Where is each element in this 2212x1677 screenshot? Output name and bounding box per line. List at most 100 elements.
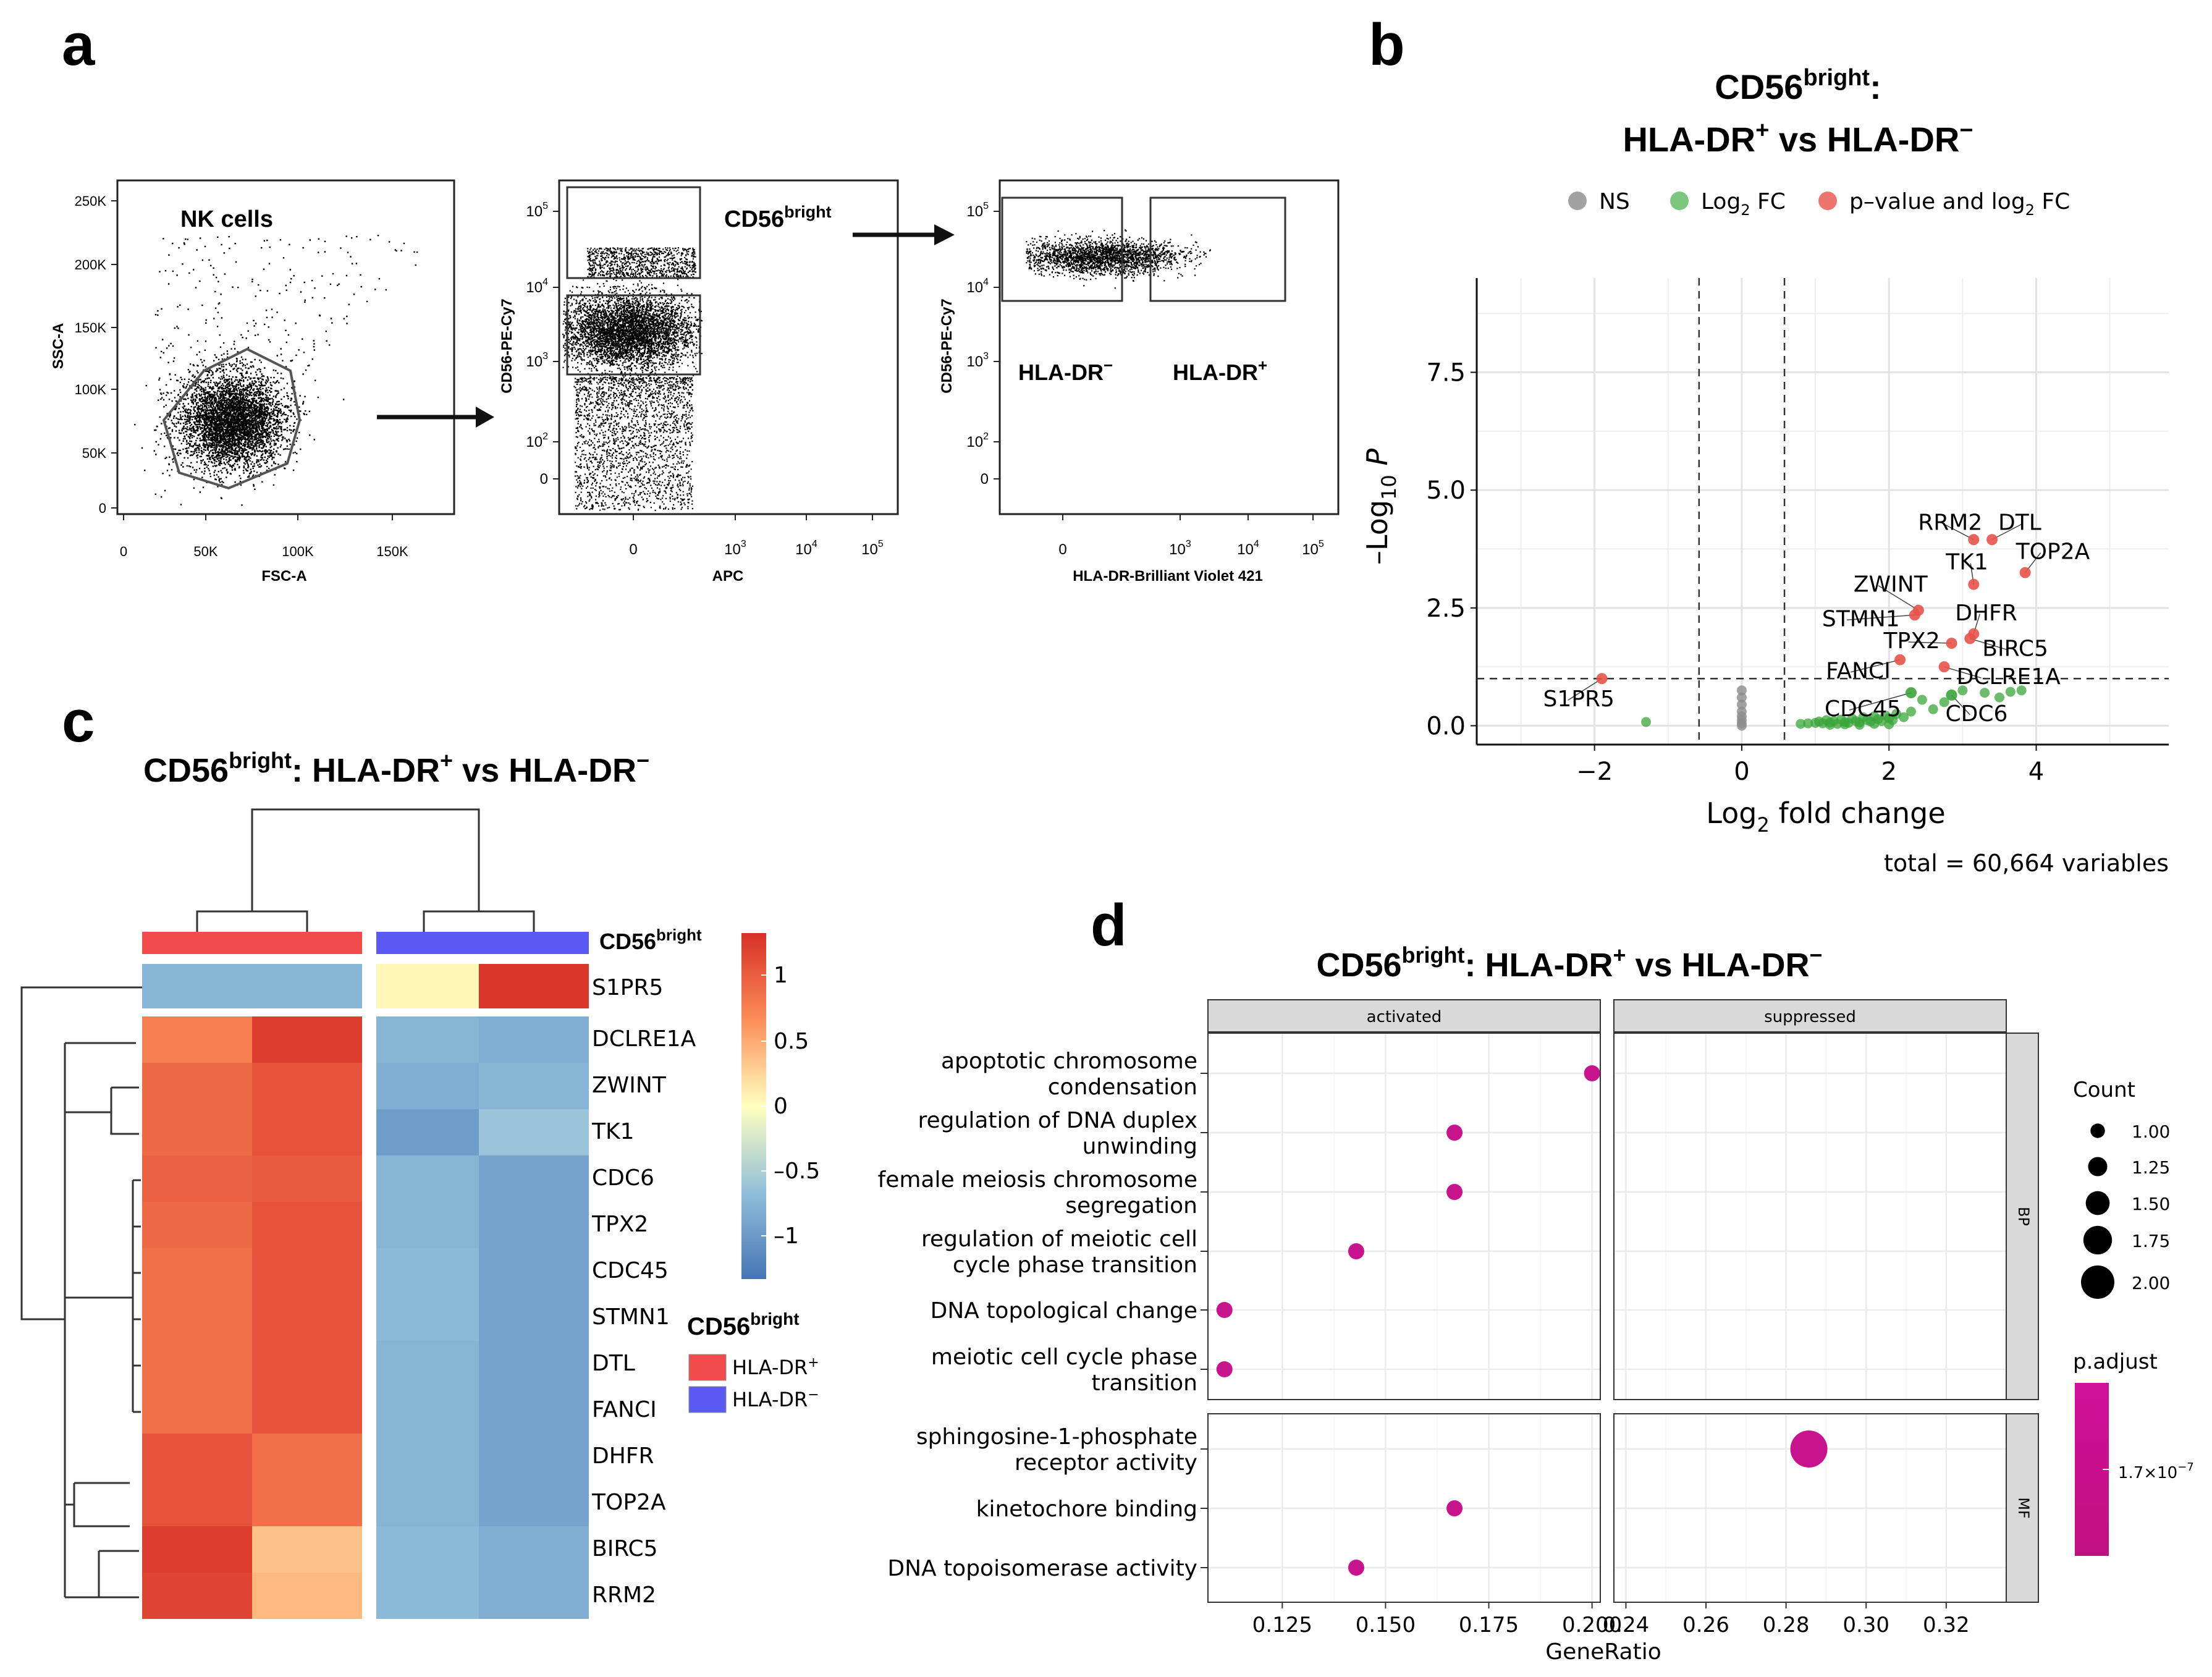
volcano-legend-rest: FC: [1750, 189, 1786, 214]
gate2-dim-gate: [566, 294, 701, 376]
heatmap-row-label: CDC6: [592, 1165, 654, 1191]
gate2-y-tick-exp: 5: [542, 201, 548, 211]
gate2-y-tick-exp: 4: [542, 277, 548, 287]
gate1-x-tick-label: 100K: [282, 544, 314, 559]
gate3-x-ticks: 0 103 104 105: [1058, 514, 1324, 558]
volcano-legend-sub: 2: [1741, 201, 1750, 219]
panel-d-go-dotplot: CD56bright: HLA-DR+ vs HLA-DR− activated…: [878, 942, 2194, 1665]
go-term-point: [1446, 1500, 1463, 1516]
volcano-x-tick-label: 2: [1881, 758, 1897, 786]
heatmap-cell: [376, 1434, 479, 1480]
gate3-x-tick-label: 0: [1058, 541, 1066, 558]
heatmap-row-dendro-b1: [98, 1550, 139, 1599]
heatmap-cell: [142, 964, 252, 1008]
go-term-point: [1216, 1361, 1233, 1377]
heatmap-row-label: FANCI: [592, 1397, 657, 1422]
gate3-dots: [1026, 229, 1211, 289]
heatmap-cell: [479, 964, 589, 1008]
volcano-legend-swatch: [1670, 192, 1689, 210]
go-term-label-line2: segregation: [1065, 1193, 1197, 1219]
go-term-point: [1348, 1560, 1364, 1576]
volcano-x-tick-label: −2: [1576, 758, 1613, 786]
gate1-x-ticks: 0 50K 100K 150K: [120, 514, 408, 559]
gate3-x-tick-label: 104: [1237, 539, 1259, 558]
heatmap-row-label: CDC45: [592, 1258, 669, 1283]
volcano-label-connector: [1878, 585, 1919, 611]
volcano-label-connector: [1846, 614, 1915, 621]
heatmap-cell: [479, 1295, 589, 1341]
gate2-x-tick-base: 10: [861, 541, 878, 558]
gate2-y-tick-label: 102: [526, 431, 548, 450]
heatmap-group-annotation-cell: [142, 932, 252, 954]
heatmap-cell: [479, 1016, 589, 1063]
volcano-point-label: TPX2: [1883, 628, 1940, 654]
gate1-y-ticks: 0 50K 100K 150K 200K 250K: [75, 193, 117, 516]
heatmap-colorbar-tick-label: 1: [774, 963, 788, 988]
gate2-dots: [562, 247, 703, 512]
count-legend: 1.00 1.25 1.50 1.75 2.00: [2081, 1122, 2170, 1299]
heatmap-legend-swatch: [688, 1386, 727, 1413]
go-term-point: [1584, 1065, 1600, 1081]
gate2-y-tick-base: 10: [526, 353, 542, 370]
heatmap-cell: [479, 1341, 589, 1387]
volcano-fc-point: [1803, 718, 1813, 729]
heatmap-grid: S1PR5 DCLRE1A ZWINT TK1 CDC6 TPX2 CDC45 STMN1 DT…: [20, 808, 696, 1619]
heatmap-colorbar-tick-label: 0: [774, 1094, 788, 1119]
volcano-labeled-point: [1938, 661, 1950, 673]
count-legend-label: 1.50: [2132, 1194, 2170, 1214]
gate2-y-tick-label: 104: [526, 277, 548, 296]
gate3-ylabel: CD56-PE-Cy7: [939, 298, 955, 393]
gate2-x-tick-label: 104: [795, 539, 817, 558]
heatmap-cell: [376, 1109, 479, 1155]
heatmap-group-annotation-cell: [479, 932, 589, 954]
volcano-y-tick-label: 7.5: [1426, 359, 1466, 387]
heatmap-row-label: TPX2: [591, 1212, 648, 1237]
panel-c-heatmap: CD56bright: HLA-DR+ vs HLA-DR− S1PR5 DCLR…: [20, 748, 820, 1619]
gate2-x-tick-base: 10: [795, 541, 812, 558]
gate3-y-tick-label: 0: [981, 471, 989, 488]
volcano-title-line1: CD56bright:: [1715, 65, 1881, 106]
heatmap-col-dendro-root: [251, 808, 480, 908]
volcano-fc-point: [1869, 719, 1880, 729]
gate1-y-tick-label: 250K: [75, 193, 107, 209]
heatmap-cell: [376, 1573, 479, 1619]
heatmap-annotation-label: CD56bright: [599, 926, 702, 954]
volcano-fc-point: [1980, 688, 1990, 698]
go-term-label-line1: regulation of meiotic cell: [921, 1227, 1197, 1252]
go-term-label-line1: meiotic cell cycle phase: [931, 1345, 1197, 1370]
heatmap-cell: [252, 1341, 362, 1387]
heatmap-legend-label-sup: −: [808, 1387, 819, 1403]
heatmap-cell: [252, 1109, 362, 1155]
count-legend-label: 2.00: [2132, 1273, 2170, 1293]
heatmap-cell: [376, 1480, 479, 1526]
go-term-label-line2: transition: [1091, 1371, 1197, 1396]
heatmap-row-dendro-b2: [65, 1482, 130, 1527]
gate1-dot-cloud: [134, 235, 418, 506]
dotplot-x-tick-label: 0.175: [1459, 1613, 1519, 1637]
gate2-y-tick-exp: 3: [542, 351, 548, 361]
gate1-y-tick-label: 0: [99, 501, 106, 516]
gate3-pos-gate: [1149, 196, 1286, 302]
heatmap-cell: [479, 1155, 589, 1202]
heatmap-cell: [142, 1248, 252, 1295]
volcano-point-label: CDC45: [1825, 696, 1901, 722]
gate3-x-tick-exp: 3: [1186, 539, 1191, 549]
volcano-fc-point: [2016, 685, 2027, 696]
gate3-y-tick-exp: 3: [983, 351, 989, 361]
volcano-legend-label: Log2 FC: [1701, 189, 1786, 219]
volcano-ns-point: [1736, 699, 1747, 710]
go-term-label: DNA topoisomerase activity: [887, 1556, 1197, 1581]
dotplot-x-tick-label: 0.125: [1252, 1613, 1312, 1637]
go-term-point: [1216, 1302, 1233, 1318]
heatmap-row-dendro-root: [20, 986, 142, 1320]
heatmap-group-annotation-cell: [376, 932, 479, 954]
heatmap-legend-label: HLA-DR−: [732, 1387, 819, 1411]
heatmap-cell: [376, 1248, 479, 1295]
go-term-label-line1: regulation of DNA duplex: [918, 1108, 1198, 1133]
facet-strip-suppressed: [1613, 999, 2007, 1033]
heatmap-cell: [479, 1063, 589, 1109]
volcano-label-connector: [1568, 678, 1602, 701]
heatmap-cell: [142, 1063, 252, 1109]
